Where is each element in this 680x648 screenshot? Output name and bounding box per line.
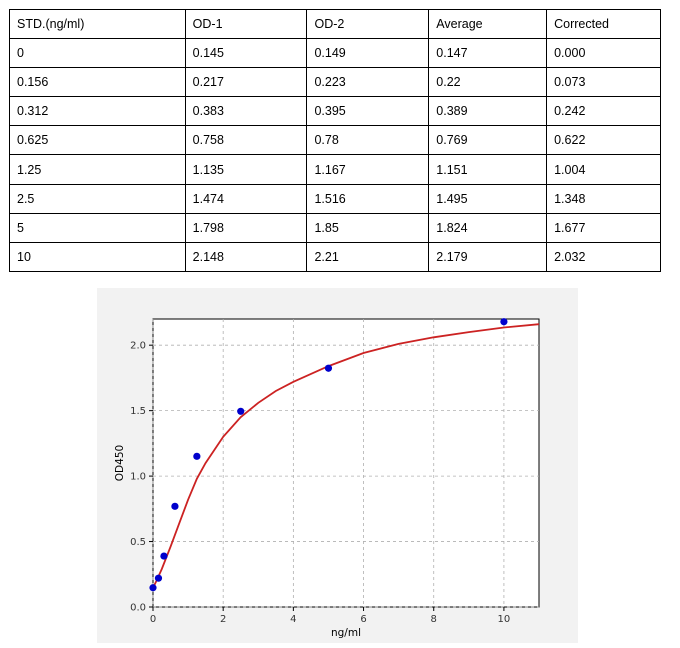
table-cell: 0.78 xyxy=(306,125,430,156)
table-row: 5 1.798 1.85 1.824 1.677 xyxy=(9,212,661,243)
data-point xyxy=(237,407,245,415)
table-cell: 1.004 xyxy=(546,154,661,185)
table-cell: 1.474 xyxy=(184,183,308,214)
table-cell: 0.073 xyxy=(546,67,661,98)
x-axis-label: ng/ml xyxy=(331,627,361,639)
chart-figure: 0 2 4 6 8 10 0.0 0.5 1.0 1.5 2.0 ng/ml OD450 xyxy=(97,288,578,643)
table-cell: 0.769 xyxy=(428,125,548,156)
table-cell: 1.798 xyxy=(184,212,308,243)
data-point xyxy=(193,452,201,460)
table-cell: 2.179 xyxy=(428,241,548,272)
x-tick-label: 2 xyxy=(220,614,226,625)
table-header-cell: STD.(ng/ml) xyxy=(9,8,186,40)
table-cell: 2.032 xyxy=(546,241,661,272)
table-cell: 1.495 xyxy=(428,183,548,214)
table-cell: 1.85 xyxy=(306,212,430,243)
data-point xyxy=(160,552,168,560)
data-point xyxy=(500,318,508,326)
y-tick-label: 0.0 xyxy=(130,603,146,614)
table-cell: 0.389 xyxy=(428,96,548,127)
table-cell: 0.758 xyxy=(184,125,308,156)
table-cell: 0.383 xyxy=(184,96,308,127)
table-cell: 0.156 xyxy=(9,67,186,98)
table-cell: 0.22 xyxy=(428,67,548,98)
table-cell: 1.348 xyxy=(546,183,661,214)
table-row: 1.25 1.135 1.167 1.151 1.004 xyxy=(9,154,661,185)
table-cell: 2.21 xyxy=(306,241,430,272)
y-tick-label: 0.5 xyxy=(130,537,146,548)
x-tick-label: 6 xyxy=(360,614,366,625)
table-cell: 1.151 xyxy=(428,154,548,185)
data-point xyxy=(149,584,157,592)
table-row: 0.312 0.383 0.395 0.389 0.242 xyxy=(9,96,661,127)
table-row: 10 2.148 2.21 2.179 2.032 xyxy=(9,241,661,272)
table-header-cell: Average xyxy=(428,8,548,40)
table-cell: 2.148 xyxy=(184,241,308,272)
table-cell: 0.147 xyxy=(428,38,548,69)
table-header-cell: OD-1 xyxy=(184,8,308,40)
y-tick-label: 1.5 xyxy=(130,406,146,417)
table-cell: 0 xyxy=(9,38,186,69)
data-point xyxy=(171,502,179,510)
table-cell: 0.242 xyxy=(546,96,661,127)
x-tick-label: 10 xyxy=(498,614,511,625)
x-tick-label: 4 xyxy=(290,614,296,625)
table-cell: 0.149 xyxy=(306,38,430,69)
table-cell: 0.625 xyxy=(9,125,186,156)
data-point xyxy=(154,574,163,582)
standard-curve-chart: 0 2 4 6 8 10 0.0 0.5 1.0 1.5 2.0 ng/ml OD450 xyxy=(114,318,540,639)
table-cell: 0.145 xyxy=(184,38,308,69)
table-cell: 2.5 xyxy=(9,183,186,214)
standard-curve-table: STD.(ng/ml) OD-1 OD-2 Average Corrected 0 0.14… xyxy=(9,8,661,272)
table-cell: 1.25 xyxy=(9,154,186,185)
table-row: 0.156 0.217 0.223 0.22 0.073 xyxy=(9,67,661,98)
table-cell: 1.824 xyxy=(428,212,548,243)
fit-curve xyxy=(152,323,540,589)
y-tick-label: 1.0 xyxy=(130,472,146,483)
y-tick-label: 2.0 xyxy=(130,341,146,352)
y-axis-label: OD450 xyxy=(114,445,126,481)
table-cell: 1.135 xyxy=(184,154,308,185)
table-row: 2.5 1.474 1.516 1.495 1.348 xyxy=(9,183,661,214)
table-cell: 0.223 xyxy=(306,67,430,98)
table-header-row: STD.(ng/ml) OD-1 OD-2 Average Corrected xyxy=(9,8,661,40)
data-point xyxy=(324,364,333,372)
table-cell: 0.000 xyxy=(546,38,661,69)
plot-area xyxy=(152,318,540,608)
table-cell: 1.677 xyxy=(546,212,661,243)
x-tick-label: 0 xyxy=(150,614,156,625)
table-cell: 0.622 xyxy=(546,125,661,156)
table-cell: 10 xyxy=(9,241,186,272)
x-tick-label: 8 xyxy=(431,614,437,625)
table-cell: 0.395 xyxy=(306,96,430,127)
table-cell: 0.312 xyxy=(9,96,186,127)
table-cell: 5 xyxy=(9,212,186,243)
table-header-cell: Corrected xyxy=(546,8,661,40)
table-cell: 1.516 xyxy=(306,183,430,214)
table-cell: 1.167 xyxy=(306,154,430,185)
table-row: 0.625 0.758 0.78 0.769 0.622 xyxy=(9,125,661,156)
table-cell: 0.217 xyxy=(184,67,308,98)
table-header-cell: OD-2 xyxy=(306,8,430,40)
table-row: 0 0.145 0.149 0.147 0.000 xyxy=(9,38,661,69)
